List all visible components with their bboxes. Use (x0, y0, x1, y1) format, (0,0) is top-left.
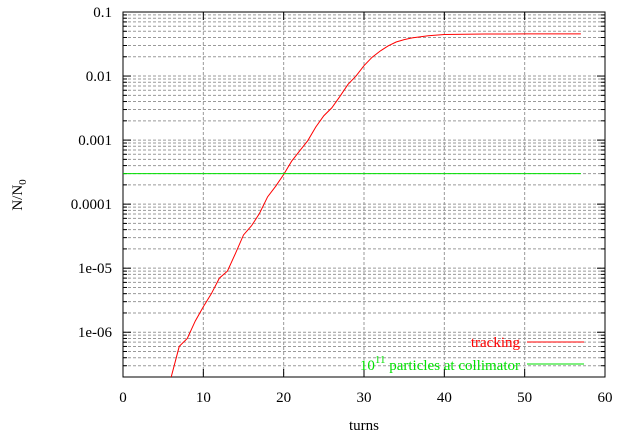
y-axis-label: N/N0 (10, 179, 29, 211)
y-tick-label: 0.01 (86, 69, 112, 85)
legend: tracking 1011 particles at collimator (360, 335, 584, 374)
x-tick-label: 50 (517, 390, 532, 406)
x-axis-label: turns (349, 418, 379, 434)
x-tick-label: 20 (276, 390, 291, 406)
x-tick-label: 0 (119, 390, 127, 406)
y-tick-label: 1e-05 (78, 261, 112, 277)
series-layer (123, 33, 581, 377)
legend-label-tracking: tracking (471, 335, 521, 351)
series-line-tracking (170, 33, 581, 377)
x-tick-label: 40 (437, 390, 452, 406)
ticks: 0 10 20 30 40 50 60 1e-06 1e-05 0.0001 0.001 0.01 0.… (71, 5, 613, 406)
grid (123, 12, 605, 377)
y-tick-label: 0.1 (93, 5, 112, 21)
x-tick-label: 30 (357, 390, 372, 406)
legend-label-collimator: 1011 particles at collimator (360, 354, 520, 374)
y-tick-label: 1e-06 (78, 325, 113, 341)
x-tick-label: 60 (598, 390, 613, 406)
x-tick-label: 10 (196, 390, 211, 406)
y-tick-label: 0.001 (78, 133, 112, 149)
y-tick-label: 0.0001 (71, 197, 112, 213)
